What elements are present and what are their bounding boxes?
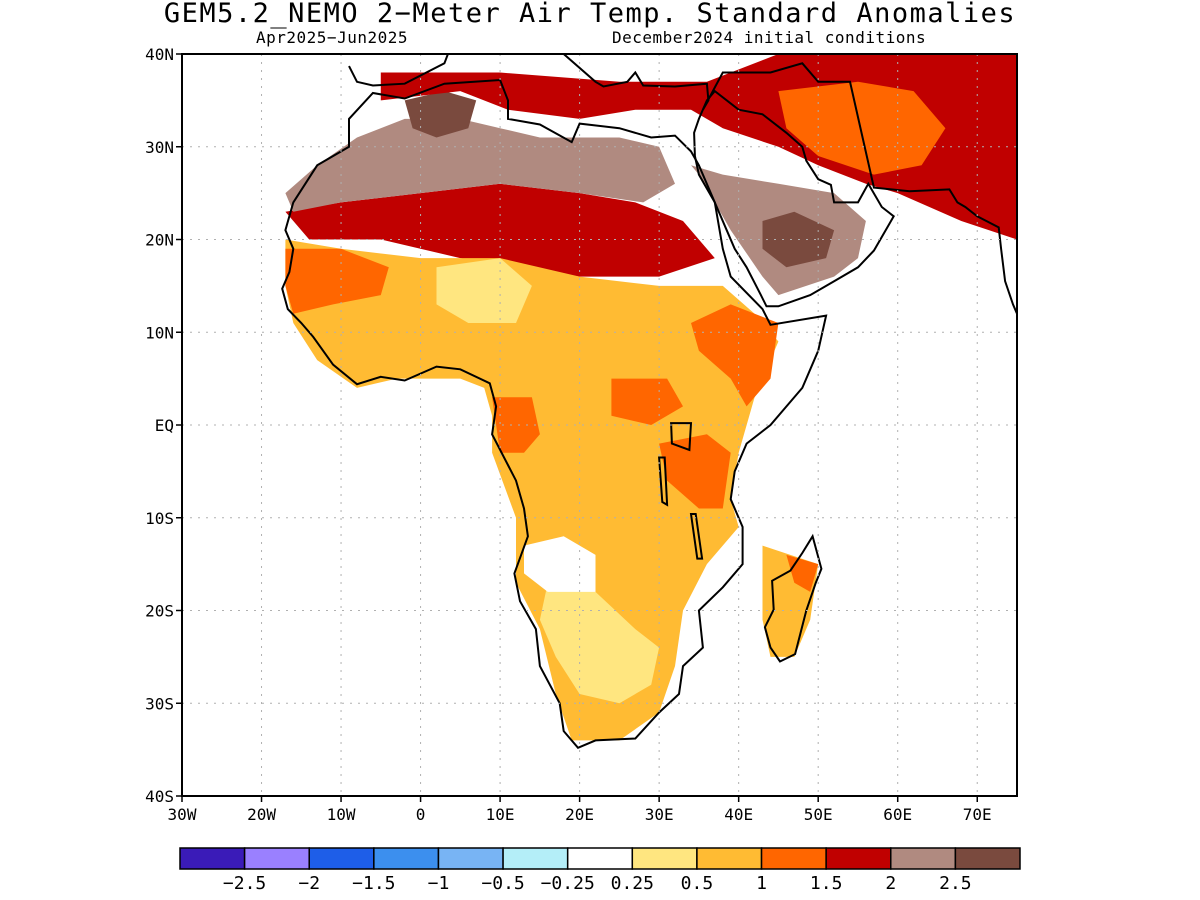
lat-tick-label: 30N [145,138,174,157]
colorbar-label: 0.5 [681,873,714,894]
colorbar-swatch [760,847,827,870]
map-title: GEM5.2_NEMO 2−Meter Air Temp. Standard A… [163,0,1017,29]
lon-tick-label: 40E [724,805,753,824]
lake-tanganyika-outline [658,456,669,507]
colorbar-swatch [954,847,1021,870]
lon-tick-label: 10W [327,805,356,824]
lat-tick-label: 20S [145,602,174,621]
anomaly-region-1-1.5 [778,81,946,175]
colorbar-label: −1.5 [352,873,395,894]
latitude-axis: 40N 30N 20N 10N EQ 10S 20S 30S 40S [145,45,182,806]
lon-tick-label: 20E [565,805,594,824]
lon-tick-label: 30E [645,805,674,824]
colorbar-swatch [179,847,246,870]
lake-victoria-outline [670,422,693,452]
lat-tick-label: 40S [145,787,174,806]
lat-tick-label: 30S [145,694,174,713]
colorbar-label: 1.5 [810,873,843,894]
anomaly-region-1-1.5 [285,248,389,314]
lon-tick-label: 50E [804,805,833,824]
colorbar-label: 2.5 [939,873,972,894]
colorbar-label: −0.25 [541,873,595,894]
anomaly-region->2.5 [404,91,477,138]
anomaly-region-0.25-0.5 [436,258,532,323]
colorbar-label: −2.5 [223,873,266,894]
colorbar-swatch [243,847,310,870]
anomaly-region-1-1.5 [659,434,731,509]
anomaly-region-<0.25 [524,536,596,592]
colorbar-swatch [308,847,375,870]
colorbar-label: 0.25 [611,873,654,894]
colorbar-swatch [631,847,698,870]
lake-malawi-outline [689,513,704,560]
anomaly-region-1-1.5 [691,304,779,407]
forecast-period: Apr2025−Jun2025 [256,28,408,47]
anomaly-region-0.25-0.5 [539,582,660,704]
lat-tick-label: 10S [145,509,174,528]
anomaly-fields [285,54,1017,741]
colorbar-label: −1 [428,873,450,894]
colorbar-swatch [825,847,892,870]
colorbar-label: −0.5 [481,873,524,894]
lon-tick-label: 60E [883,805,912,824]
madagascar-coastline [763,533,823,663]
colorbar-swatch [502,847,569,870]
colorbar: −2.5 −2 −1.5 −1 −0.5 −0.25 0.25 0.5 1 1.5 2 2.5 [179,847,1021,894]
colorbar-swatch [373,847,440,870]
anomaly-region-0.5-1 [285,239,779,741]
lat-tick-label: 10N [145,323,174,342]
anomaly-region-2-2.5 [285,118,675,212]
africa-coastline [281,78,828,750]
anomaly-region-1-1.5 [492,397,540,453]
lon-tick-label: 70E [963,805,992,824]
colorbar-swatch [890,847,957,870]
lon-tick-label: 30W [168,805,197,824]
colorbar-label: 1 [756,873,767,894]
lat-tick-label: EQ [155,416,174,435]
colorbar-swatch [696,847,763,870]
longitude-axis: 30W 20W 10W 0 10E 20E 30E 40E 50E 60E 70E [168,796,992,824]
initial-conditions: December2024 initial conditions [612,28,927,47]
colorbar-swatch [566,847,634,870]
anomaly-region-1-1.5 [611,378,683,425]
lon-tick-label: 10E [486,805,515,824]
lon-tick-label: 20W [247,805,276,824]
arabia-coastline [693,89,896,308]
lat-tick-label: 40N [145,45,174,64]
lon-tick-label: 0 [416,805,426,824]
lat-lon-grid [182,54,1017,796]
coastlines [281,54,1017,750]
colorbar-label: −2 [298,873,320,894]
colorbar-swatch [437,847,504,870]
lat-tick-label: 20N [145,231,174,250]
eurasia-coastline [348,54,1017,315]
colorbar-label: 2 [885,873,896,894]
